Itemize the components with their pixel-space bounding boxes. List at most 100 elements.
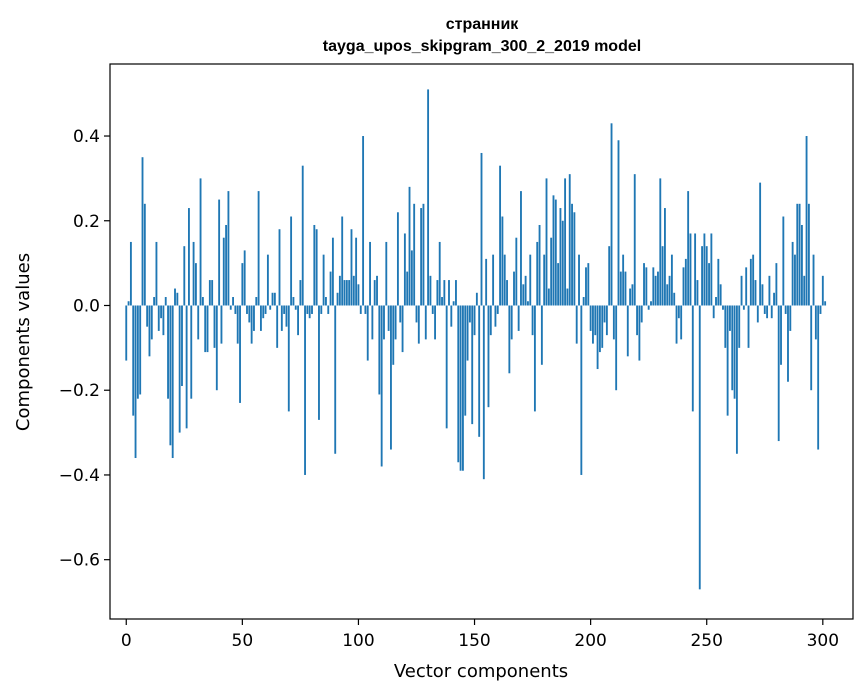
bar-59: [262, 305, 265, 319]
bar-225: [647, 305, 650, 310]
bar-185: [554, 199, 557, 306]
bar-278: [770, 305, 773, 319]
bar-206: [603, 305, 606, 323]
bar-166: [510, 305, 513, 340]
bar-118: [399, 305, 402, 323]
bar-272: [756, 305, 759, 323]
bar-117: [396, 212, 399, 306]
bar-213: [619, 271, 622, 306]
bar-275: [763, 305, 766, 314]
bar-198: [585, 267, 587, 306]
bar-139: [448, 280, 450, 306]
bar-85: [322, 254, 325, 306]
bar-284: [784, 305, 787, 314]
bars-group: [125, 89, 827, 590]
bar-296: [812, 254, 815, 306]
bar-216: [626, 305, 629, 357]
bar-129: [424, 305, 427, 340]
bar-137: [443, 280, 446, 306]
bar-149: [471, 305, 474, 425]
bar-52: [246, 305, 248, 314]
y-axis-ticks: −0.6 −0.4 −0.2 0.0 0.2 0.4: [59, 127, 110, 571]
bar-50: [241, 263, 244, 306]
bar-132: [431, 305, 434, 314]
bar-143: [457, 305, 460, 463]
x-axis-label: Vector components: [394, 661, 568, 682]
bar-141: [452, 301, 455, 306]
bar-92: [338, 275, 341, 306]
bar-297: [814, 305, 817, 340]
bar-109: [378, 305, 381, 395]
bar-210: [612, 305, 615, 340]
bar-269: [749, 258, 752, 306]
y-tick-label: −0.4: [59, 466, 100, 486]
bar-257: [722, 305, 724, 310]
bar-7: [141, 157, 144, 306]
bar-24: [181, 305, 183, 386]
bar-104: [366, 305, 369, 361]
bar-173: [527, 301, 529, 306]
bar-175: [531, 305, 534, 336]
bar-22: [176, 292, 179, 306]
y-tick-label: 0.4: [73, 127, 100, 147]
bar-121: [406, 271, 409, 306]
bar-16: [162, 305, 165, 336]
bar-3: [132, 305, 135, 416]
bar-58: [259, 305, 262, 331]
bar-220: [636, 305, 638, 336]
bar-186: [557, 263, 560, 306]
chart-title-line2: tayga_upos_skipgram_300_2_2019 model: [323, 38, 641, 55]
bar-123: [410, 250, 413, 306]
bar-76: [301, 165, 304, 306]
bar-82: [315, 229, 318, 306]
bar-65: [276, 305, 279, 348]
bar-222: [640, 305, 643, 323]
bar-274: [761, 284, 764, 306]
bar-162: [501, 216, 504, 306]
bar-236: [673, 292, 676, 306]
bar-86: [325, 297, 327, 306]
bar-285: [787, 305, 789, 382]
bar-119: [401, 305, 404, 353]
bar-172: [524, 275, 527, 306]
bar-44: [227, 191, 230, 306]
bar-238: [677, 305, 680, 319]
bar-157: [489, 305, 492, 336]
bar-168: [515, 237, 518, 306]
bar-215: [624, 271, 627, 306]
bar-60: [264, 305, 267, 314]
bar-8: [143, 203, 146, 306]
bar-283: [782, 216, 785, 306]
bar-237: [675, 305, 678, 344]
bar-218: [631, 284, 634, 306]
bar-134: [436, 280, 439, 306]
bar-239: [680, 305, 683, 340]
bar-71: [290, 216, 293, 306]
bar-133: [434, 305, 436, 340]
x-tick-label: 0: [121, 631, 132, 651]
bar-258: [724, 305, 727, 348]
bar-102: [362, 136, 365, 306]
bar-179: [540, 305, 543, 365]
bar-99: [355, 237, 358, 306]
bar-219: [633, 174, 636, 306]
bar-27: [188, 208, 190, 306]
bar-181: [545, 178, 548, 306]
bar-124: [413, 203, 416, 306]
bar-6: [139, 305, 142, 395]
bar-23: [178, 305, 181, 433]
bar-259: [726, 305, 729, 416]
bar-95: [345, 280, 348, 306]
bar-47: [234, 305, 237, 314]
bar-154: [482, 305, 485, 480]
bar-150: [473, 305, 476, 336]
bar-39: [215, 305, 218, 391]
bar-246: [696, 280, 699, 306]
x-tick-label: 250: [690, 631, 722, 651]
bar-277: [768, 275, 771, 306]
bar-66: [278, 229, 281, 306]
bar-242: [687, 191, 690, 306]
bar-267: [745, 267, 748, 306]
bar-194: [575, 305, 578, 344]
